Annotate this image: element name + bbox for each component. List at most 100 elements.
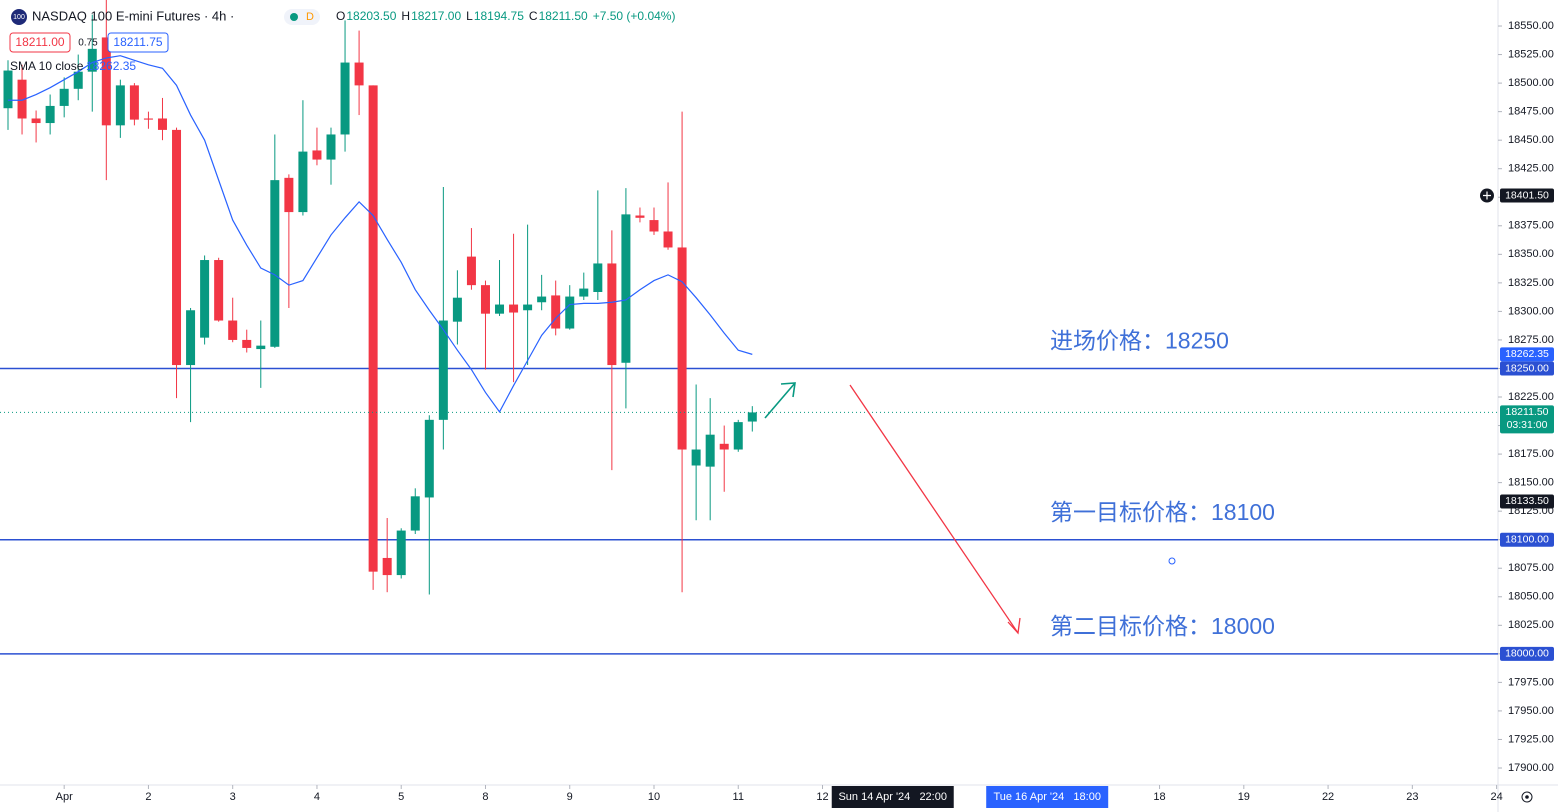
candle-body: [172, 129, 182, 366]
candle-body: [480, 285, 490, 314]
candle-body: [256, 345, 266, 350]
ohlc-value: 18211.50: [539, 9, 588, 23]
x-tick-label: 2: [145, 791, 151, 803]
symbol-logo-text: 100: [13, 14, 25, 21]
level-text: 第二目标价格：18000: [1050, 613, 1275, 639]
level-text: 第一目标价格：18100: [1050, 499, 1275, 525]
price-tag-bg: [1500, 646, 1554, 661]
level-text: 进场价格：18250: [1050, 328, 1229, 354]
gear[interactable]: [1521, 791, 1533, 803]
status-dot: [290, 13, 298, 21]
candle-body: [270, 180, 280, 347]
candle-body: [115, 85, 125, 126]
candle-body: [143, 118, 153, 120]
candle-body: [354, 62, 364, 86]
y-tick-label: 18275.00: [1508, 334, 1554, 346]
candle-body: [298, 151, 308, 213]
x-tick-label: 24: [1490, 791, 1502, 803]
x-tick-label: 23: [1406, 791, 1418, 803]
candle-body: [73, 71, 83, 89]
axes: 17900.00 17925.00 17950.00 17975.00 18000.00…: [56, 20, 1554, 808]
candle-body: [452, 297, 462, 322]
y-tick-label: 17975.00: [1508, 676, 1554, 688]
candle-body: [242, 339, 252, 348]
y-tick-label: 17900.00: [1508, 762, 1554, 774]
ohlc-letter: C: [529, 9, 538, 23]
ohlc-letter: O: [336, 9, 345, 23]
indicator-value: 18262.35: [86, 59, 136, 73]
candle-body: [747, 412, 757, 422]
crosshair-plus: [1483, 191, 1491, 200]
symbol-logo: [11, 9, 27, 25]
y-tick-label: 18175.00: [1508, 448, 1554, 460]
x-tick-label: Apr: [56, 791, 73, 803]
candle-body: [59, 88, 69, 106]
red-arrow-head: [1007, 617, 1021, 635]
candle-body: [649, 220, 659, 232]
y-tick-label: 17950.00: [1508, 705, 1554, 717]
settings-icon[interactable]: [1521, 791, 1533, 803]
candle-body: [228, 320, 238, 340]
price-tag-label: 18401.50: [1505, 189, 1549, 201]
price-tag-label: 18211.50: [1505, 406, 1548, 418]
price-tag-sub: 03:31:00: [1507, 419, 1548, 431]
anchor-dot: [1168, 557, 1176, 565]
candle-body: [312, 150, 322, 160]
price-tag-bg: [1500, 347, 1554, 362]
candle-body: [565, 296, 575, 329]
candle-body: [200, 260, 210, 338]
x-tick-label: 12: [816, 791, 828, 803]
x-tick-label: 10: [648, 791, 660, 803]
candle-body: [17, 79, 27, 119]
x-tick-label: 5: [398, 791, 404, 803]
spread: 0.75: [78, 38, 98, 49]
candle-body: [466, 256, 476, 286]
candle-body: [551, 295, 561, 329]
y-tick-label: 17925.00: [1508, 733, 1554, 745]
badge-text: D: [306, 11, 314, 23]
price-tag-label: 18100.00: [1505, 533, 1549, 545]
green-arrow: [764, 382, 796, 419]
candle-body: [214, 260, 224, 321]
x-tick-label: 19: [1238, 791, 1250, 803]
badge-bg: [284, 9, 320, 25]
candle-body: [733, 422, 743, 450]
candle-body: [523, 304, 533, 311]
x-tick-label: 22: [1322, 791, 1334, 803]
indicator-name: SMA 10 close: [10, 59, 84, 73]
y-tick-label: 18050.00: [1508, 591, 1554, 603]
candle-body: [326, 134, 336, 160]
candle-body: [382, 557, 392, 576]
price-tag-bg: [1500, 494, 1554, 509]
ohlc-letter: L: [466, 9, 473, 23]
candle-body: [537, 296, 547, 303]
candle-body: [663, 231, 673, 248]
time-marker-bg: [831, 786, 954, 808]
candle-body: [129, 85, 139, 120]
candle-body: [719, 443, 729, 450]
y-tick-label: 18425.00: [1508, 163, 1554, 175]
price-tag-bg: [1500, 361, 1554, 376]
y-tick-label: 18500.00: [1508, 77, 1554, 89]
bid-box: [9, 32, 71, 53]
candle-body: [186, 310, 196, 366]
y-tick-label: 18075.00: [1508, 562, 1554, 574]
candle-body: [87, 48, 97, 72]
price-tag-bg: [1500, 532, 1554, 547]
candle-body: [579, 288, 589, 297]
y-tick-label: 18300.00: [1508, 305, 1554, 317]
candle-body: [509, 304, 519, 313]
candle-body: [635, 215, 645, 218]
ask-box: [107, 32, 169, 53]
x-tick-label: 9: [567, 791, 573, 803]
candle-body: [157, 118, 167, 130]
time-marker-label: Sun 14 Apr '24 22:00: [838, 791, 947, 803]
price-tag-label: 18133.50: [1505, 495, 1549, 507]
ohlc-value: 18194.75: [474, 9, 524, 23]
price-tag-label: 18000.00: [1505, 648, 1549, 660]
candle-body: [368, 85, 378, 572]
y-tick-label: 18350.00: [1508, 248, 1554, 260]
candle-body: [691, 449, 701, 466]
candle-body: [3, 70, 13, 109]
candle-body: [284, 177, 294, 213]
